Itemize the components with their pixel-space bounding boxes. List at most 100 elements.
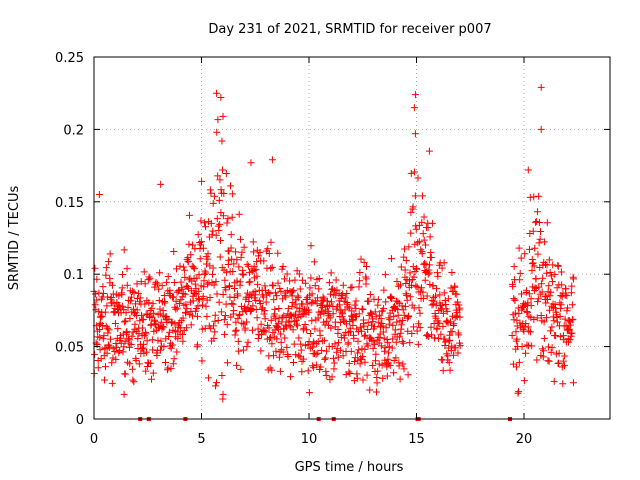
data-point [191,289,199,297]
data-point [393,277,401,285]
data-point [543,269,551,277]
data-point [262,328,270,336]
data-point [99,283,107,291]
data-point [125,336,133,344]
data-point [296,353,304,361]
data-point [355,310,363,318]
data-point [235,347,243,355]
data-point [377,342,385,350]
data-point [294,294,302,302]
data-point [344,339,352,347]
data-point [129,305,137,313]
data-point [209,264,217,272]
data-point [117,334,125,342]
data-point [352,297,360,305]
data-point [201,267,209,275]
data-point [353,374,361,382]
data-point [298,368,306,376]
data-point [417,246,425,254]
data-point [413,327,421,335]
data-point [379,374,387,382]
data-point [370,323,378,331]
data-point [213,290,221,298]
data-point [215,226,223,234]
data-point [146,275,154,283]
data-point [360,322,368,330]
data-point [163,366,171,374]
x-tick-label: 5 [197,432,205,447]
data-point [249,238,257,246]
data-point [527,295,535,303]
data-point [398,321,406,329]
data-point-outlier [537,125,545,133]
data-point [568,301,576,309]
data-point [114,325,122,333]
data-point [363,263,371,271]
data-point [348,283,356,291]
data-point [400,365,408,373]
data-point [386,361,394,369]
data-point [523,308,531,316]
data-point [381,356,389,364]
data-point [194,341,202,349]
data-point [425,332,433,340]
data-point [347,347,355,355]
data-point [173,348,181,356]
data-point [258,305,266,313]
data-point [434,272,442,280]
data-point [248,267,256,275]
data-point [347,328,355,336]
data-point [167,344,175,352]
data-point [345,368,353,376]
data-point [291,276,299,284]
data-point [339,281,347,289]
data-point [317,363,325,371]
data-point [195,287,203,295]
data-point [422,241,430,249]
data-point [395,333,403,341]
data-point [255,252,263,260]
data-point [108,281,116,289]
data-point [128,332,136,340]
data-point [369,344,377,352]
data-point [212,231,220,239]
data-point [382,298,390,306]
data-point [237,235,245,243]
data-point [187,321,195,329]
data-point [374,367,382,375]
data-point [268,366,276,374]
data-point [547,272,555,280]
data-point [252,266,260,274]
data-point [410,323,418,331]
data-point [331,340,339,348]
data-point [382,324,390,332]
data-point [249,326,257,334]
data-point [228,213,236,221]
data-point [160,323,168,331]
data-point [407,281,415,289]
data-point [335,339,343,347]
data-point [183,324,191,332]
data-point [307,299,315,307]
axis-ticks: 0 5 10 15 20 0 0.05 0.1 0.15 0.2 0.25 [55,51,610,447]
data-point [404,371,412,379]
data-point [250,248,258,256]
data-point [158,282,166,290]
data-point [510,295,518,303]
data-point [559,380,567,388]
data-point [348,307,356,315]
data-point [515,310,523,318]
data-point [510,316,518,324]
data-point [191,280,199,288]
data-point [325,279,333,287]
data-point [257,347,265,355]
data-point [174,335,182,343]
data-point [268,340,276,348]
data-point [401,245,409,253]
data-point [561,352,569,360]
data-point [272,347,280,355]
data-point [531,284,539,292]
data-point [221,312,229,320]
data-point [222,300,230,308]
data-point [256,300,264,308]
